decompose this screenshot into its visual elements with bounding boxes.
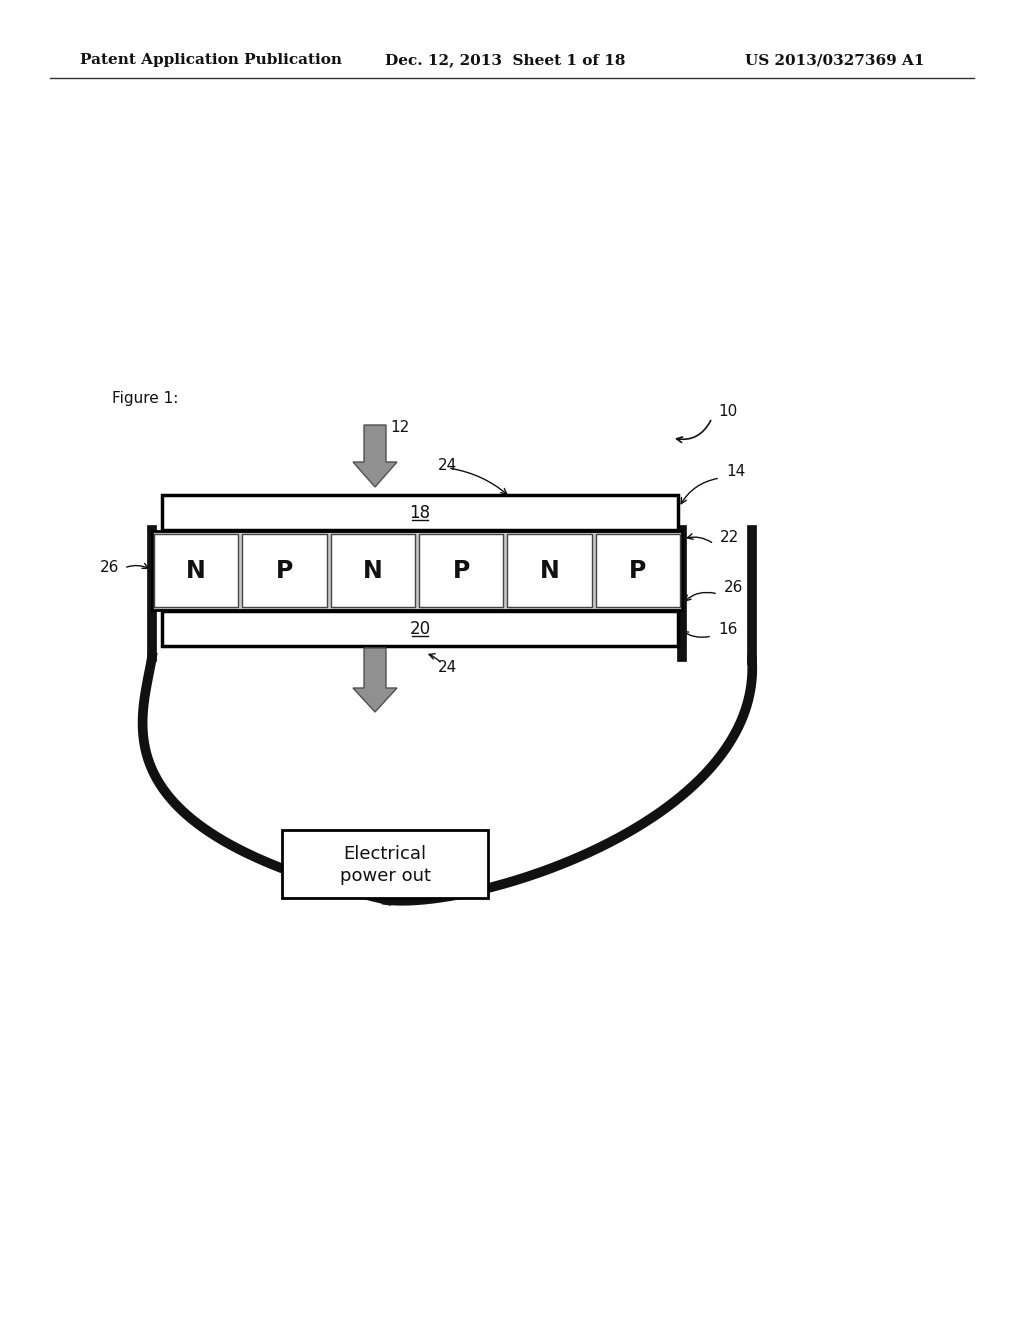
Text: N: N [362,558,383,582]
Text: power out: power out [340,867,430,884]
Bar [243,535,327,607]
Text: Dec. 12, 2013  Sheet 1 of 18: Dec. 12, 2013 Sheet 1 of 18 [385,53,626,67]
Bar [162,611,678,645]
Text: 14: 14 [726,465,745,479]
Text: P: P [275,558,293,582]
Bar [419,535,504,607]
Text: US 2013/0327369 A1: US 2013/0327369 A1 [745,53,925,67]
Text: 24: 24 [438,660,458,676]
Polygon shape [353,425,397,487]
Bar [331,535,415,607]
Bar [507,535,592,607]
Text: N: N [186,558,206,582]
Text: Electrical: Electrical [343,845,427,863]
Bar [162,495,678,531]
Text: 26: 26 [724,581,743,595]
Bar [596,535,680,607]
Polygon shape [353,648,397,711]
Bar [282,830,488,898]
Text: Figure 1:: Figure 1: [112,391,178,405]
Text: P: P [453,558,470,582]
Text: 10: 10 [718,404,737,420]
Text: 16: 16 [718,623,737,638]
Text: 24: 24 [438,458,458,474]
Text: 18: 18 [410,503,430,521]
Text: 20: 20 [410,619,430,638]
Bar [152,531,682,610]
Text: Patent Application Publication: Patent Application Publication [80,53,342,67]
Text: 26: 26 [100,561,120,576]
Text: 22: 22 [720,531,739,545]
Text: 12: 12 [390,421,410,436]
Text: N: N [540,558,559,582]
Bar [154,535,239,607]
Text: P: P [629,558,646,582]
